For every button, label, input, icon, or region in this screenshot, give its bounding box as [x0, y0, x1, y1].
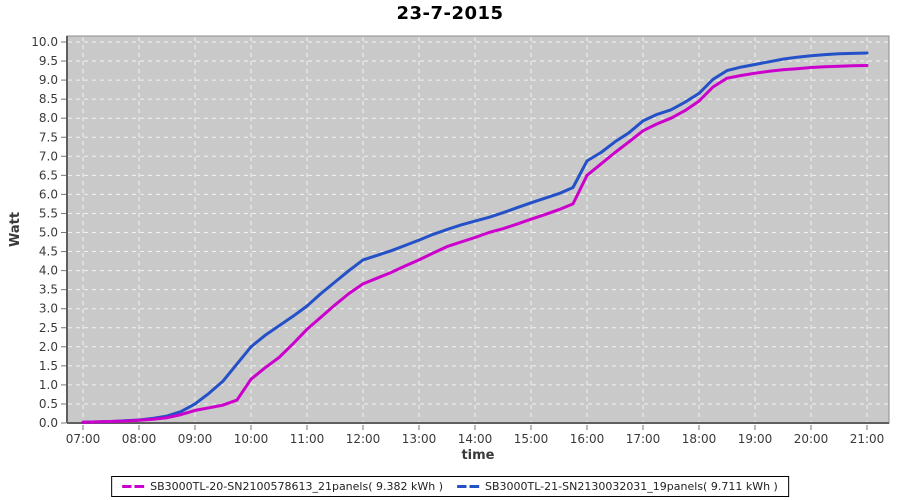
plot-background	[67, 36, 889, 423]
x-tick-label: 11:00	[290, 432, 325, 446]
legend-line-swatch-blue	[457, 485, 479, 488]
x-tick-label: 15:00	[514, 432, 549, 446]
y-tick-label: 10.0	[31, 35, 58, 49]
x-tick-label: 16:00	[570, 432, 605, 446]
legend-label-sb3000tl-20: SB3000TL-20-SN2100578613_21panels( 9.382…	[150, 480, 443, 493]
y-tick-label: 7.0	[39, 149, 58, 163]
series-line-0	[81, 64, 869, 424]
y-tick-label: 4.0	[39, 264, 58, 278]
legend-item-sb3000tl-21: SB3000TL-21-SN2130032031_19panels( 9.711…	[457, 480, 778, 493]
x-tick-label: 14:00	[458, 432, 493, 446]
x-tick-label: 21:00	[850, 432, 885, 446]
y-tick-label: 2.0	[39, 340, 58, 354]
x-tick-label: 17:00	[626, 432, 661, 446]
x-tick-label: 10:00	[234, 432, 269, 446]
y-tick-label: 5.5	[39, 206, 58, 220]
y-tick-label: 4.5	[39, 245, 58, 259]
legend-label-sb3000tl-21: SB3000TL-21-SN2130032031_19panels( 9.711…	[485, 480, 778, 493]
y-tick-label: 9.5	[39, 54, 58, 68]
y-tick-label: 2.5	[39, 321, 58, 335]
x-tick-label: 20:00	[794, 432, 829, 446]
legend: SB3000TL-20-SN2100578613_21panels( 9.382…	[111, 476, 789, 497]
legend-item-sb3000tl-20: SB3000TL-20-SN2100578613_21panels( 9.382…	[122, 480, 443, 493]
y-axis-title: Watt	[8, 211, 23, 248]
y-tick-label: 3.5	[39, 283, 58, 297]
y-tick-label: 8.5	[39, 92, 58, 106]
series-line-1	[81, 51, 869, 424]
legend-line-swatch-magenta	[122, 485, 145, 488]
y-tick-label: 0.5	[39, 397, 58, 411]
y-tick-label: 1.0	[39, 378, 58, 392]
y-tick-label: 1.5	[39, 359, 58, 373]
y-tick-label: 6.0	[39, 187, 58, 201]
plot-area: 0.0 0.5 1.0 1.5 2.0 2.5 3.0 3.5 4.0 4.5 5.0 5.5 6.0 6…	[31, 35, 890, 446]
chart-title: 23-7-2015	[396, 3, 504, 24]
y-tick-label: 7.5	[39, 130, 58, 144]
x-tick-label: 18:00	[682, 432, 717, 446]
y-tick-label: 8.0	[39, 111, 58, 125]
x-tick-label: 19:00	[738, 432, 773, 446]
x-tick-label: 12:00	[346, 432, 381, 446]
x-tick-label: 07:00	[66, 432, 101, 446]
x-tick-label: 13:00	[402, 432, 437, 446]
x-tick-label: 09:00	[178, 432, 213, 446]
y-tick-label: 6.5	[39, 168, 58, 182]
y-tick-label: 9.0	[39, 73, 58, 87]
x-axis-title: time	[461, 448, 495, 463]
y-tick-label: 3.0	[39, 302, 58, 316]
y-tick-label: 0.0	[39, 416, 58, 430]
x-tick-label: 08:00	[122, 432, 157, 446]
y-tick-label: 5.0	[39, 226, 58, 240]
